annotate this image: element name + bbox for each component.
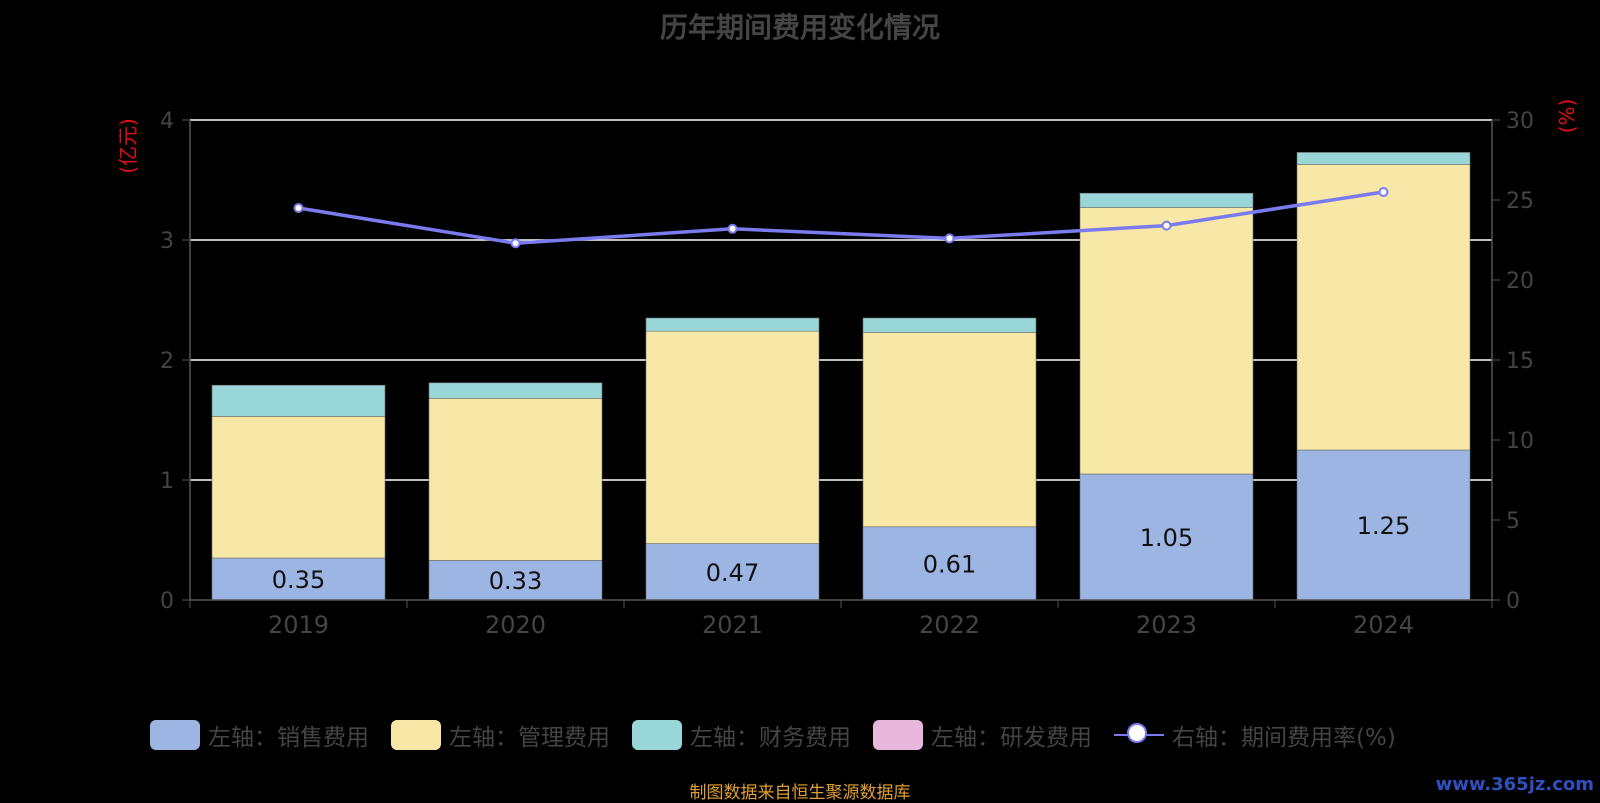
left-tick-label: 1: [160, 469, 174, 494]
x-tick-label: 2019: [268, 611, 329, 639]
right-tick-label: 0: [1506, 589, 1520, 614]
expense-chart: 0 1 2 3 4 0 5 10 15 20 25 30 (亿元) (%) 2019 2020 2021 2022…: [116, 99, 1579, 639]
legend-item[interactable]: 右轴：期间费用率(%): [1114, 718, 1396, 752]
legend-label: 左轴：销售费用: [208, 725, 369, 751]
expense-rate-line: [298, 190, 1384, 245]
line-point: [1161, 220, 1172, 231]
bar-segment: [1296, 152, 1471, 165]
legend-item[interactable]: 左轴：研发费用: [873, 718, 1092, 752]
source-note: 制图数据来自恒生聚源数据库: [689, 783, 911, 803]
legend-item[interactable]: 左轴：销售费用: [150, 718, 369, 752]
left-tick-label: 3: [160, 229, 174, 254]
legend-swatch: [391, 720, 441, 750]
legend-swatch: [150, 720, 200, 750]
bar-segment: [862, 526, 1037, 601]
bar-segment: [645, 543, 820, 601]
line-point: [1378, 187, 1389, 197]
line-point: [944, 233, 955, 244]
x-tick-label: 2023: [1136, 611, 1197, 639]
bar-segment: [645, 317, 820, 332]
legend-swatch: [632, 720, 682, 750]
legend-swatch: [873, 720, 923, 750]
right-tick-label: 10: [1506, 429, 1534, 454]
data-label: 0.33: [489, 567, 542, 595]
right-axis-unit: (%): [1555, 99, 1579, 134]
data-label: 1.05: [1140, 524, 1193, 552]
right-tick-label: 25: [1506, 189, 1534, 214]
bar-layer: [211, 152, 1471, 601]
watermark: www.365jz.com: [1435, 774, 1594, 795]
x-tick-label: 2024: [1353, 611, 1414, 639]
bar-segment: [1079, 192, 1254, 208]
data-label: 0.47: [706, 559, 759, 587]
legend-item[interactable]: 左轴：财务费用: [632, 718, 851, 752]
bar-segment: [862, 332, 1037, 528]
bar-segment: [1079, 473, 1254, 601]
chart-legend: 左轴：销售费用 左轴：管理费用 左轴：财务费用 左轴：研发费用 右轴：期间费用率(%): [150, 718, 1418, 752]
axis-layer: 0 1 2 3 4 0 5 10 15 20 25 30 (亿元) (%) 2019 2020 2021 2022…: [116, 99, 1579, 639]
data-label: 0.61: [923, 550, 976, 578]
left-tick-label: 4: [160, 109, 174, 134]
left-tick-label: 2: [160, 349, 174, 374]
data-label: 0.35: [272, 566, 325, 594]
bar-segment: [862, 317, 1037, 333]
bar-segment: [1296, 164, 1471, 451]
left-axis-unit: (亿元): [116, 118, 140, 174]
right-tick-label: 20: [1506, 269, 1534, 294]
legend-label: 左轴：财务费用: [690, 725, 851, 751]
x-tick-label: 2020: [485, 611, 546, 639]
right-tick-label: 30: [1506, 109, 1534, 134]
legend-line-swatch: [1114, 720, 1164, 750]
chart-title: 历年期间费用变化情况: [659, 11, 940, 44]
legend-label: 右轴：期间费用率(%): [1172, 725, 1396, 751]
bar-segment: [211, 384, 386, 417]
x-tick-label: 2021: [702, 611, 763, 639]
left-tick-label: 0: [160, 589, 174, 614]
bar-segment: [211, 416, 386, 559]
bar-segment: [428, 560, 603, 601]
right-tick-label: 15: [1506, 349, 1534, 374]
line-point: [727, 223, 738, 234]
label-layer: 0.35 0.33 0.47 0.61 1.05 1.25: [272, 512, 1410, 595]
bar-segment: [1079, 207, 1254, 475]
legend-item[interactable]: 左轴：管理费用: [391, 718, 610, 752]
legend-label: 左轴：研发费用: [931, 725, 1092, 751]
x-tick-label: 2022: [919, 611, 980, 639]
line-point: [293, 203, 304, 213]
line-layer: [293, 187, 1389, 249]
bar-segment: [428, 382, 603, 399]
line-point: [510, 238, 521, 249]
data-label: 1.25: [1357, 512, 1410, 540]
legend-label: 左轴：管理费用: [449, 725, 610, 751]
bar-segment: [428, 398, 603, 561]
bar-segment: [645, 330, 820, 544]
bar-segment: [1296, 449, 1471, 601]
right-tick-label: 5: [1506, 509, 1520, 534]
grid-layer: [190, 119, 1492, 481]
